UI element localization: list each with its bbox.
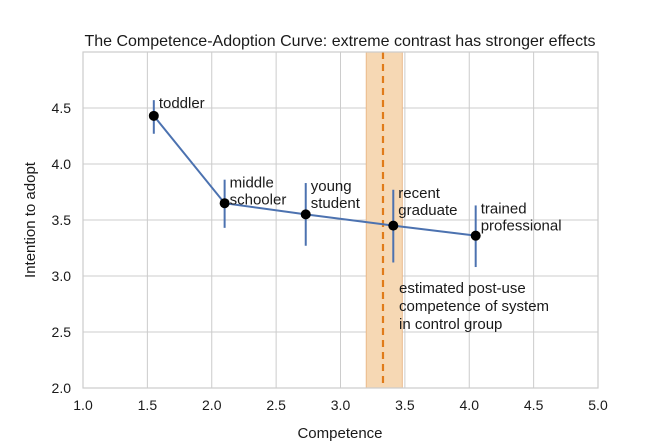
chart-title: The Competence-Adoption Curve: extreme c… xyxy=(84,33,595,50)
x-tick-label: 1.5 xyxy=(138,397,158,413)
y-tick-label: 3.0 xyxy=(52,268,72,284)
point-label: trained xyxy=(481,200,527,217)
x-tick-labels: 1.0 1.5 2.0 2.5 3.0 3.5 4.0 4.5 5.0 xyxy=(73,397,608,413)
y-tick-labels: 2.0 2.5 3.0 3.5 4.0 4.5 xyxy=(52,100,72,396)
y-tick-label: 4.0 xyxy=(52,156,72,172)
reference-band xyxy=(365,51,403,389)
x-axis-label: Competence xyxy=(297,425,382,442)
point-label: professional xyxy=(481,217,562,234)
data-point xyxy=(148,110,159,121)
x-tick-label: 2.0 xyxy=(202,397,222,413)
reference-annotation-line: estimated post-use xyxy=(399,280,526,297)
point-label: graduate xyxy=(398,202,457,219)
y-tick-label: 4.5 xyxy=(52,100,72,116)
y-tick-label: 2.5 xyxy=(52,324,72,340)
plot-frame xyxy=(82,51,599,389)
reference-annotation-line: competence of system xyxy=(399,298,549,315)
x-tick-label: 1.0 xyxy=(73,397,93,413)
x-tick-label: 4.5 xyxy=(524,397,544,413)
x-tick-label: 3.0 xyxy=(331,397,351,413)
point-label: toddler xyxy=(159,95,205,112)
x-tick-label: 4.0 xyxy=(460,397,480,413)
data-point xyxy=(470,230,481,241)
x-tick-label: 2.5 xyxy=(266,397,286,413)
data-point xyxy=(219,198,230,209)
x-tick-label: 3.5 xyxy=(395,397,415,413)
series-group xyxy=(148,100,481,268)
point-label: recent xyxy=(398,185,441,202)
point-label: middle xyxy=(230,175,274,192)
x-tick-label: 5.0 xyxy=(588,397,608,413)
point-label: student xyxy=(311,195,361,212)
reference-band-group xyxy=(365,51,403,389)
y-axis-label: Intention to adopt xyxy=(22,161,39,278)
point-label: young xyxy=(311,178,352,195)
point-label: schooler xyxy=(230,192,287,209)
data-point xyxy=(388,220,399,231)
y-tick-label: 2.0 xyxy=(52,380,72,396)
reference-annotation-line: in control group xyxy=(399,316,502,333)
data-point xyxy=(300,209,311,220)
y-tick-label: 3.5 xyxy=(52,212,72,228)
